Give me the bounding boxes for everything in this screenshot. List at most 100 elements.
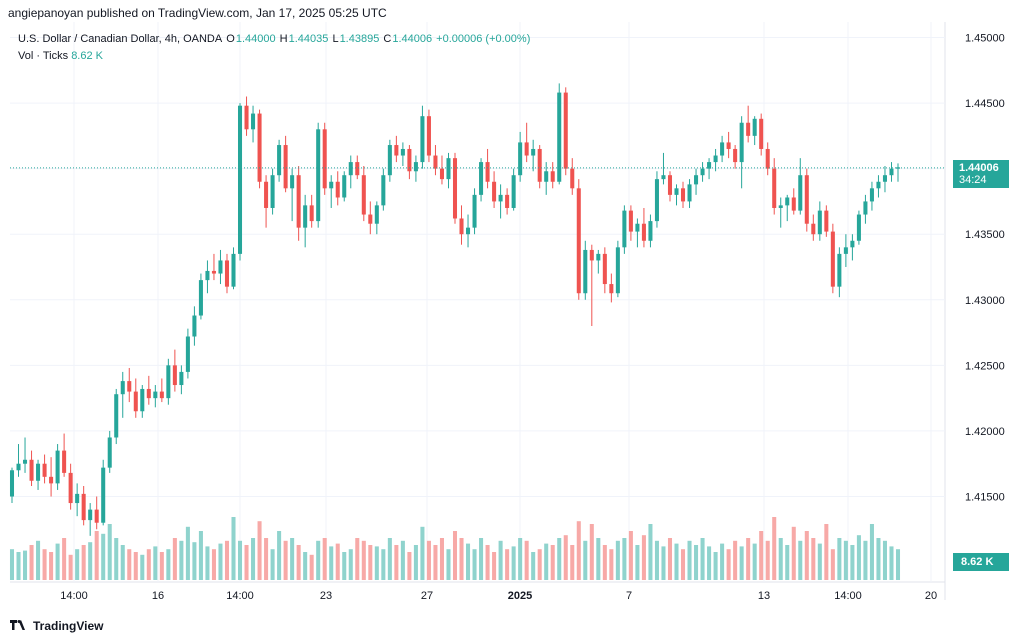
volume-bar [492,552,497,580]
close-value: 1.44006 [392,33,433,45]
open-label: O [226,33,235,45]
volume-bar [146,549,151,580]
candle-body [101,467,106,523]
candle-body [550,171,555,182]
volume-bar [869,524,874,580]
candle-body [726,142,731,149]
volume-bar [88,542,93,580]
price-tick-label: 1.43000 [965,295,1005,307]
candle-body [479,162,484,195]
volume-bar [850,545,855,580]
candle-body [335,181,340,198]
volume-bar [479,538,484,580]
volume-bar [452,531,458,580]
candle-body [752,118,757,136]
candle-body [720,142,725,156]
volume-bar [817,543,822,580]
candle-body [485,162,490,182]
candle-body [309,205,314,222]
volume-bar [309,554,314,580]
candle-body [830,231,835,287]
high-label: H [279,33,288,45]
candle-body [133,391,138,412]
published-line: angiepanoyan published on TradingView.co… [8,6,387,20]
volume-bar [387,538,392,580]
candle-body [674,188,679,195]
candle-body [172,365,177,386]
volume-bar [550,545,555,580]
volume-bar [700,538,705,580]
volume-bar [654,540,659,580]
volume-bar [472,549,477,580]
volume-bar [687,540,692,580]
volume-bar [264,538,269,580]
candle-body [49,476,54,484]
candle-body [843,247,848,254]
candle-body [205,270,210,281]
last-volume-tag: 8.62 K [953,553,1009,571]
volume-bar [505,549,510,580]
candle-body [277,145,282,176]
volume-bar [62,538,67,580]
volume-bar [29,545,34,580]
candle-body [355,162,360,176]
candle-body [576,188,581,294]
volume-bar [316,540,321,580]
candle-body [75,493,80,504]
candle-body [778,205,783,208]
volume-bar [804,531,809,580]
volume-bar [368,545,373,580]
symbol-name[interactable]: U.S. Dollar / Canadian Dollar, 4h, OANDA [18,33,223,45]
candle-body [107,437,112,468]
volume-bar [394,545,399,580]
candle-body [374,205,379,224]
volume-bar [576,521,581,580]
volume-bar [81,545,86,580]
volume-bar [876,538,881,580]
candle-body [524,142,529,156]
volume-bar [778,538,783,580]
volume-bar [426,540,431,580]
volume-bar [661,546,666,580]
candle-body [88,509,93,521]
candle-body [856,214,861,241]
volume-bar [9,549,15,580]
volume-bar [277,531,282,580]
candle-body [876,181,881,189]
candle-body [244,105,249,130]
candle-body [55,450,60,484]
candle-body [700,168,705,176]
volume-bar [205,546,210,580]
volume-bar [459,538,464,580]
candle-body [140,388,145,412]
candle-body [635,223,640,232]
candle-body [29,459,34,481]
volume-bar [198,531,203,580]
footer-brand[interactable]: TradingView [10,619,103,633]
price-tick-label: 1.41500 [965,492,1005,504]
candle-body [296,175,301,228]
volume-bar [348,549,353,580]
price-tick-label: 1.43500 [965,229,1005,241]
candle-body [198,280,203,316]
price-tick-label: 1.44500 [965,98,1005,110]
volume-label[interactable]: Vol · Ticks [18,50,69,62]
candle-body [270,175,275,208]
volume-bar [329,546,334,580]
volume-bar [726,549,731,580]
candle-body [368,214,373,224]
candle-body [114,394,119,438]
volume-bar [720,543,725,580]
volume-bar [635,545,640,580]
bar-countdown: 34:24 [959,173,987,186]
volume-bar [42,549,47,580]
candle-body [707,162,712,169]
candles [9,83,901,536]
volume-bar [557,538,562,580]
volume-bar [420,526,425,580]
volume-bar [602,545,607,580]
volume-bar [667,538,673,580]
candle-body [746,122,751,136]
